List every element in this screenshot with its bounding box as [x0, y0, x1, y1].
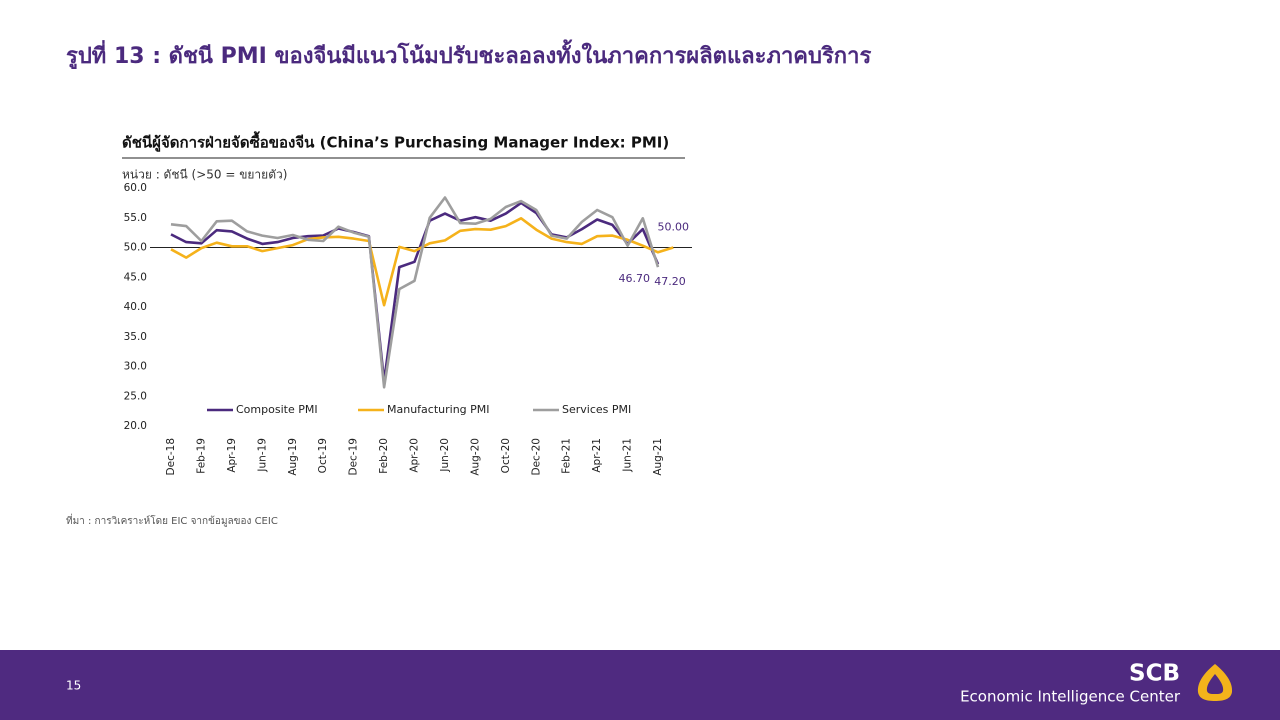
- source: ที่มา : การวิเคราะห์โดย EIC จากข้อมูลของ…: [66, 513, 278, 527]
- logo-tagline: Economic Intelligence Center: [960, 688, 1181, 706]
- slide-title: รูปที่ 13 : ดัชนี PMI ของจีนมีแนวโน้มปรั…: [66, 39, 871, 70]
- x-tick-label: Dec-19: [348, 438, 360, 475]
- y-tick-label: 55.0: [124, 212, 147, 224]
- x-tick-label: Apr-20: [409, 438, 421, 473]
- x-tick-label: Apr-21: [591, 438, 603, 473]
- x-tick-label: Jun-21: [622, 438, 634, 473]
- x-tick-label: Aug-21: [652, 438, 664, 476]
- logo-name: SCB: [1129, 661, 1180, 687]
- y-tick-label: 25.0: [124, 390, 147, 402]
- y-tick-label: 35.0: [124, 331, 147, 343]
- x-tick-label: Feb-19: [195, 438, 207, 474]
- legend-label: Services PMI: [562, 403, 631, 416]
- y-tick-label: 60.0: [124, 182, 147, 194]
- x-tick-label: Oct-20: [500, 438, 512, 473]
- series-line: [170, 196, 660, 389]
- x-tick-label: Aug-19: [287, 438, 299, 476]
- x-tick-label: Aug-20: [469, 438, 481, 476]
- chart-title: ดัชนีผู้จัดการฝ่ายจัดซื้อของจีน (China’s…: [122, 131, 669, 153]
- x-tick-label: Feb-21: [561, 438, 573, 474]
- y-tick-label: 50.0: [124, 242, 147, 254]
- data-label: 46.70: [619, 272, 651, 285]
- y-tick-label: 45.0: [124, 271, 147, 283]
- x-tick-label: Oct-19: [317, 438, 329, 473]
- x-tick-label: Dec-18: [165, 438, 177, 475]
- data-label: 47.20: [654, 275, 686, 288]
- x-tick-label: Jun-20: [439, 438, 451, 473]
- footer-band: [0, 650, 1280, 720]
- legend-label: Composite PMI: [236, 403, 318, 416]
- series-line: [170, 201, 660, 383]
- logo-icon: [1197, 664, 1233, 701]
- x-tick-label: Dec-20: [530, 438, 542, 475]
- x-tick-label: Feb-20: [378, 438, 390, 474]
- x-tick-label: Jun-19: [256, 438, 268, 473]
- y-tick-label: 20.0: [124, 420, 147, 432]
- chart-subtitle: หน่วย : ดัชนี (>50 = ขยายตัว): [122, 168, 287, 182]
- legend-label: Manufacturing PMI: [387, 403, 490, 416]
- y-tick-label: 30.0: [124, 361, 147, 373]
- y-tick-label: 40.0: [124, 301, 147, 313]
- page-number: 15: [66, 679, 81, 693]
- x-tick-label: Apr-19: [226, 438, 238, 473]
- data-label: 50.00: [658, 221, 690, 234]
